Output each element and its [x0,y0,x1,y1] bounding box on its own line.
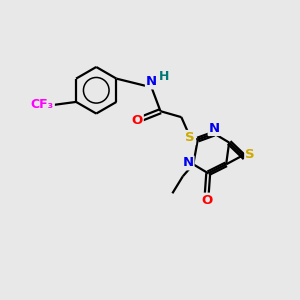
Text: N: N [182,156,194,169]
Text: N: N [146,75,157,88]
Text: O: O [131,114,143,127]
Text: O: O [201,194,212,207]
Text: CF₃: CF₃ [31,98,54,111]
Text: H: H [159,70,169,83]
Text: N: N [208,122,220,135]
Text: S: S [185,131,195,144]
Text: S: S [245,148,255,161]
